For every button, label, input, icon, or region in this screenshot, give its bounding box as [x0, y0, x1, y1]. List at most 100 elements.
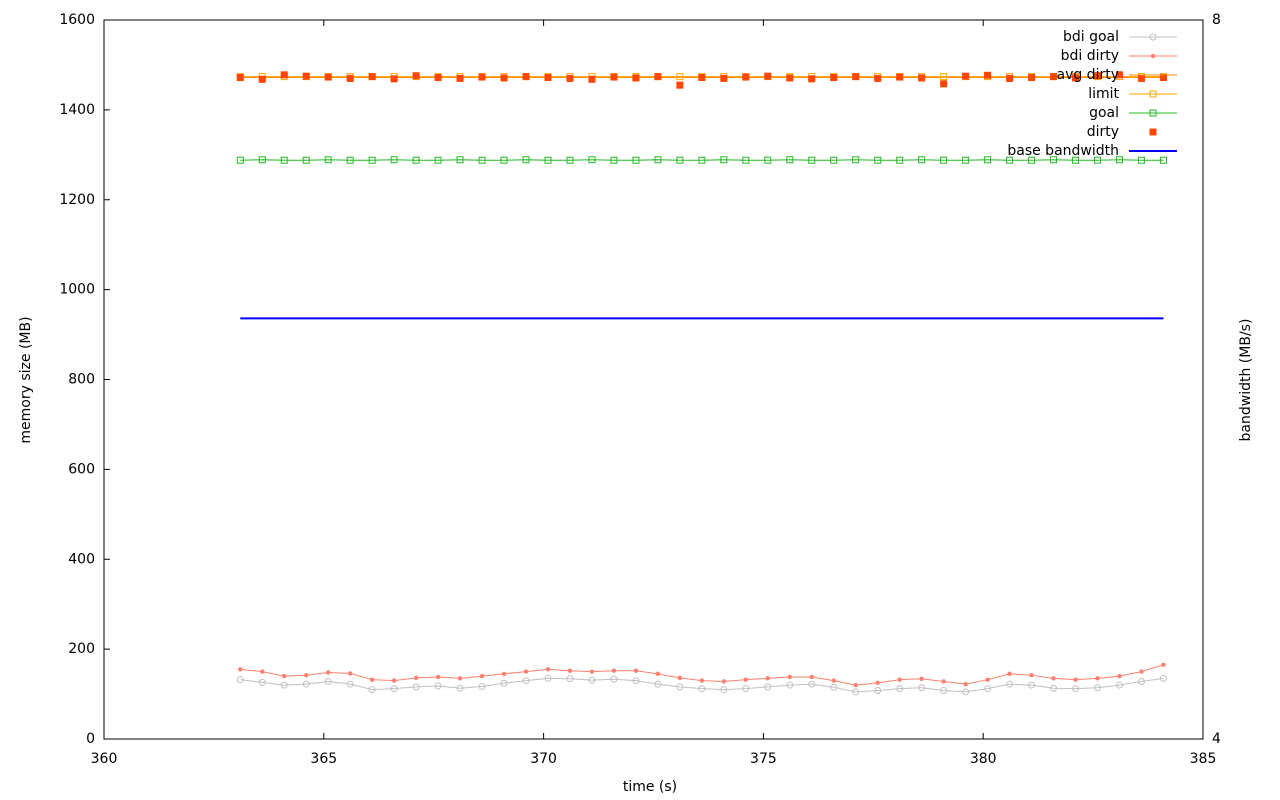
marker [896, 73, 904, 81]
marker [589, 669, 595, 674]
marker [522, 677, 530, 685]
marker [896, 685, 904, 693]
marker [764, 683, 772, 691]
marker [522, 156, 530, 164]
marker [1115, 156, 1123, 164]
legend-label: limit [1088, 86, 1119, 102]
marker [808, 75, 816, 83]
marker [941, 679, 946, 684]
marker [324, 677, 332, 685]
marker [1072, 74, 1080, 82]
marker [633, 668, 639, 673]
marker [787, 674, 792, 680]
marker [347, 671, 353, 676]
marker [698, 74, 706, 82]
marker [698, 685, 706, 693]
marker [1115, 71, 1123, 79]
marker [897, 677, 902, 682]
marker [830, 74, 838, 82]
marker [742, 156, 750, 164]
marker [545, 667, 551, 672]
marker [1073, 677, 1078, 682]
marker [610, 73, 618, 81]
plot-frame [103, 19, 1204, 740]
marker [325, 670, 331, 675]
marker [699, 678, 705, 683]
marker [676, 81, 684, 89]
marker [632, 74, 640, 82]
marker [1115, 681, 1123, 689]
x-axis-label: time (s) [623, 779, 677, 795]
marker [632, 156, 640, 164]
marker [544, 156, 552, 164]
marker [236, 74, 244, 82]
marker [1007, 671, 1012, 677]
marker [786, 681, 794, 689]
marker [808, 680, 816, 688]
marker [412, 683, 420, 691]
marker [258, 75, 266, 83]
marker [940, 686, 948, 694]
marker [479, 673, 485, 679]
marker [369, 677, 375, 682]
marker [1137, 677, 1145, 685]
marker [368, 156, 376, 164]
legend-swatch [1149, 33, 1157, 41]
y-axis-label: memory size (MB) [18, 316, 34, 443]
y-tick-label: 0 [86, 731, 95, 747]
marker [654, 156, 662, 164]
marker [1093, 684, 1101, 692]
marker [391, 678, 397, 683]
marker [588, 676, 596, 684]
marker [258, 678, 266, 686]
marker [500, 679, 508, 687]
marker [831, 678, 836, 683]
marker [236, 156, 244, 164]
marker [478, 156, 486, 164]
y2-axis-label: bandwidth (MB/s) [1238, 319, 1254, 442]
marker [809, 674, 814, 680]
marker [566, 675, 574, 683]
marker [940, 80, 948, 88]
marker [721, 679, 727, 684]
marker [984, 685, 992, 693]
y-tick-label: 1400 [59, 102, 95, 118]
marker [567, 668, 573, 673]
marker [874, 686, 882, 694]
marker [238, 667, 243, 672]
marker [522, 73, 530, 81]
x-tick-label: 370 [530, 751, 557, 767]
marker [611, 668, 617, 673]
marker [830, 683, 838, 691]
marker [588, 156, 596, 164]
marker [434, 74, 442, 82]
marker [1159, 674, 1167, 682]
marker [896, 156, 904, 164]
marker [390, 156, 398, 164]
x-tick-label: 385 [1190, 751, 1217, 767]
marker [456, 156, 464, 164]
marker [655, 671, 661, 677]
marker [1159, 156, 1167, 164]
marker [434, 682, 442, 690]
legend-label: bdi dirty [1061, 48, 1119, 64]
marker [830, 156, 838, 164]
marker [544, 74, 552, 82]
marker [720, 686, 728, 694]
marker [302, 156, 310, 164]
marker [280, 71, 288, 79]
marker [280, 156, 288, 164]
marker [1161, 662, 1166, 668]
marker [368, 686, 376, 694]
marker [676, 73, 684, 81]
x-tick-label: 365 [310, 751, 337, 767]
marker [1072, 156, 1080, 164]
series-line [240, 677, 1164, 693]
marker [302, 72, 310, 80]
marker [346, 156, 354, 164]
marker [390, 75, 398, 83]
marker [412, 72, 420, 80]
y-tick-label: 200 [68, 641, 95, 657]
